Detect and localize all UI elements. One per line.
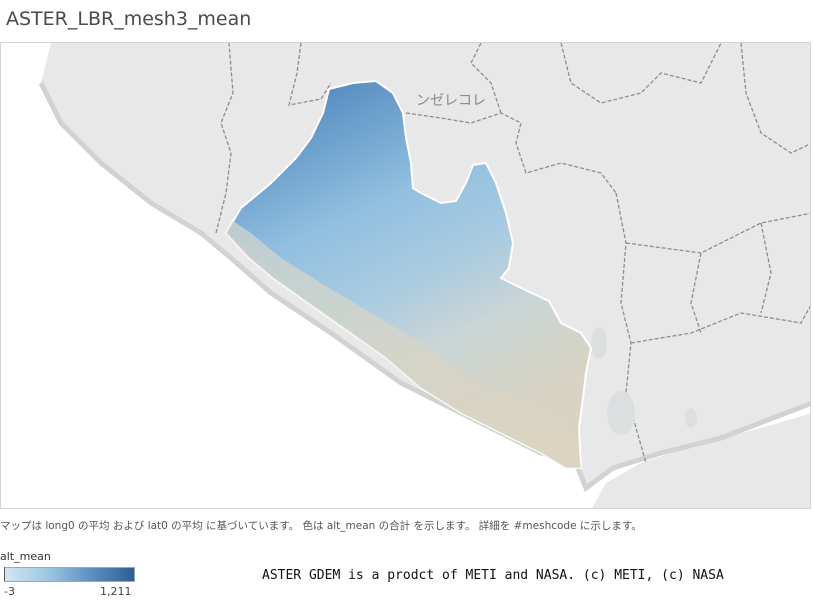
map-caption: マップは long0 の平均 および lat0 の平均 に基づいています。 色は… — [0, 520, 642, 532]
legend-min-label: -3 — [4, 585, 15, 598]
lakes — [591, 327, 697, 435]
land-area — [51, 43, 810, 508]
country-borders — [215, 43, 810, 464]
coastline — [38, 81, 810, 492]
map-view[interactable]: ンゼレコレ — [0, 42, 811, 509]
city-label: ンゼレコレ — [416, 93, 486, 109]
color-legend-gradient[interactable] — [4, 567, 135, 582]
legend-min-tick — [4, 567, 5, 581]
coastal-lowland — [226, 221, 581, 468]
altitude-raster-liberia[interactable] — [224, 79, 593, 469]
map-title: ASTER_LBR_mesh3_mean — [6, 8, 252, 30]
data-credit: ASTER GDEM is a prodct of METI and NASA.… — [262, 568, 724, 583]
legend-title: alt_mean — [0, 550, 51, 563]
legend-max-label: 1,211 — [100, 585, 132, 598]
